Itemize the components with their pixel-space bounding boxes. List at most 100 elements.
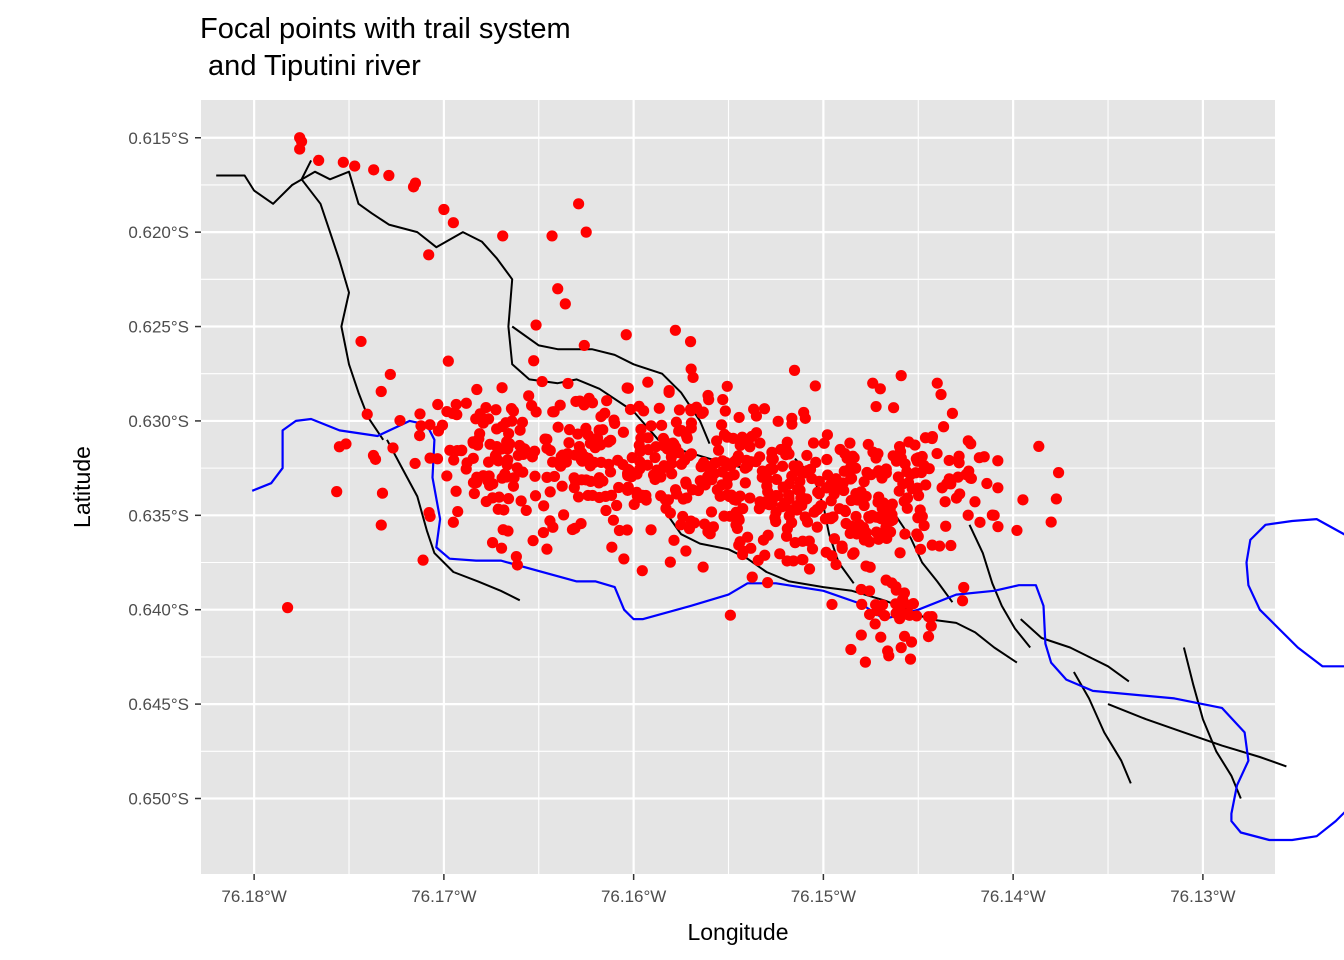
focal-point — [825, 495, 837, 507]
focal-point — [717, 394, 729, 406]
focal-point — [642, 432, 654, 444]
focal-point — [869, 618, 881, 630]
focal-point — [580, 226, 592, 238]
focal-point — [874, 383, 886, 395]
trail-segment — [1073, 671, 1132, 784]
focal-point — [495, 542, 508, 554]
focal-point — [696, 407, 708, 420]
focal-point — [988, 509, 1000, 521]
focal-point — [641, 459, 654, 471]
focal-point — [946, 407, 959, 419]
focal-point — [424, 419, 436, 431]
focal-point — [655, 490, 667, 502]
focal-point — [552, 283, 564, 295]
x-tick-label: 76.14°W — [980, 887, 1045, 906]
focal-point — [527, 535, 539, 547]
focal-point — [468, 487, 480, 500]
focal-point — [788, 364, 801, 376]
focal-point — [811, 521, 823, 533]
y-tick-label: 0.645°S — [128, 695, 189, 714]
focal-point — [863, 585, 876, 597]
focal-point — [414, 429, 426, 442]
y-tick-label: 0.615°S — [128, 129, 189, 148]
focal-point — [442, 355, 454, 367]
focal-point — [719, 405, 731, 417]
focal-point — [450, 398, 462, 411]
focal-point — [558, 509, 570, 521]
focal-point — [685, 405, 697, 417]
focal-point — [745, 542, 757, 554]
focal-point — [826, 598, 838, 611]
plot-panel — [201, 100, 1275, 874]
focal-point — [940, 520, 952, 532]
focal-point — [981, 477, 993, 490]
focal-point — [850, 488, 862, 500]
focal-point — [675, 458, 688, 470]
focal-point — [656, 419, 668, 431]
focal-point — [415, 420, 427, 432]
focal-point — [622, 484, 634, 496]
focal-point — [880, 467, 892, 479]
focal-point — [953, 457, 965, 469]
focal-point — [724, 510, 736, 522]
focal-point — [447, 217, 459, 229]
focal-point — [883, 650, 895, 662]
focal-point — [349, 160, 361, 172]
focal-point — [431, 453, 444, 465]
focal-point — [617, 426, 630, 438]
trail-segment — [216, 170, 744, 470]
focal-point — [965, 438, 977, 450]
focal-point — [472, 439, 484, 451]
focal-point — [452, 505, 464, 518]
focal-point — [502, 493, 515, 505]
focal-point — [638, 405, 650, 417]
focal-point — [563, 424, 576, 436]
focal-point — [368, 164, 380, 176]
focal-point — [870, 400, 882, 413]
focal-point — [664, 507, 676, 519]
focal-point — [528, 445, 541, 457]
focal-points — [281, 132, 1065, 668]
focal-point — [692, 484, 705, 497]
focal-point — [1033, 440, 1045, 453]
focal-point — [907, 598, 920, 610]
focal-point — [606, 541, 618, 553]
focal-point — [375, 385, 387, 398]
focal-point — [850, 510, 862, 523]
focal-point — [799, 412, 811, 424]
focal-point — [675, 425, 688, 437]
focal-point — [407, 181, 420, 193]
focal-point — [685, 417, 698, 429]
focal-point — [858, 476, 870, 488]
focal-point — [620, 329, 632, 341]
focal-point — [491, 441, 503, 453]
focal-point — [943, 476, 956, 489]
focal-point — [653, 402, 665, 414]
focal-point — [711, 435, 723, 447]
focal-point — [780, 443, 792, 455]
focal-point — [544, 486, 556, 498]
focal-point — [634, 445, 646, 458]
focal-point — [880, 574, 892, 586]
chart-title-line-2: and Tiputini river — [200, 50, 421, 82]
focal-point — [520, 504, 532, 517]
focal-point — [952, 471, 964, 483]
focal-point — [818, 437, 830, 449]
focal-point — [474, 408, 486, 420]
focal-point — [432, 398, 444, 411]
focal-point — [384, 368, 396, 381]
focal-point — [645, 524, 657, 536]
focal-point — [684, 336, 697, 348]
focal-point — [786, 412, 798, 424]
trail-segment — [1107, 703, 1287, 768]
focal-point — [761, 577, 774, 589]
focal-point — [716, 479, 728, 491]
focal-point — [477, 417, 489, 429]
focal-point — [631, 468, 643, 480]
trail-segment — [386, 439, 521, 602]
focal-point — [480, 495, 492, 508]
focal-point — [539, 433, 551, 445]
focal-point — [499, 468, 511, 480]
focal-point — [414, 408, 426, 420]
focal-point — [746, 571, 758, 583]
